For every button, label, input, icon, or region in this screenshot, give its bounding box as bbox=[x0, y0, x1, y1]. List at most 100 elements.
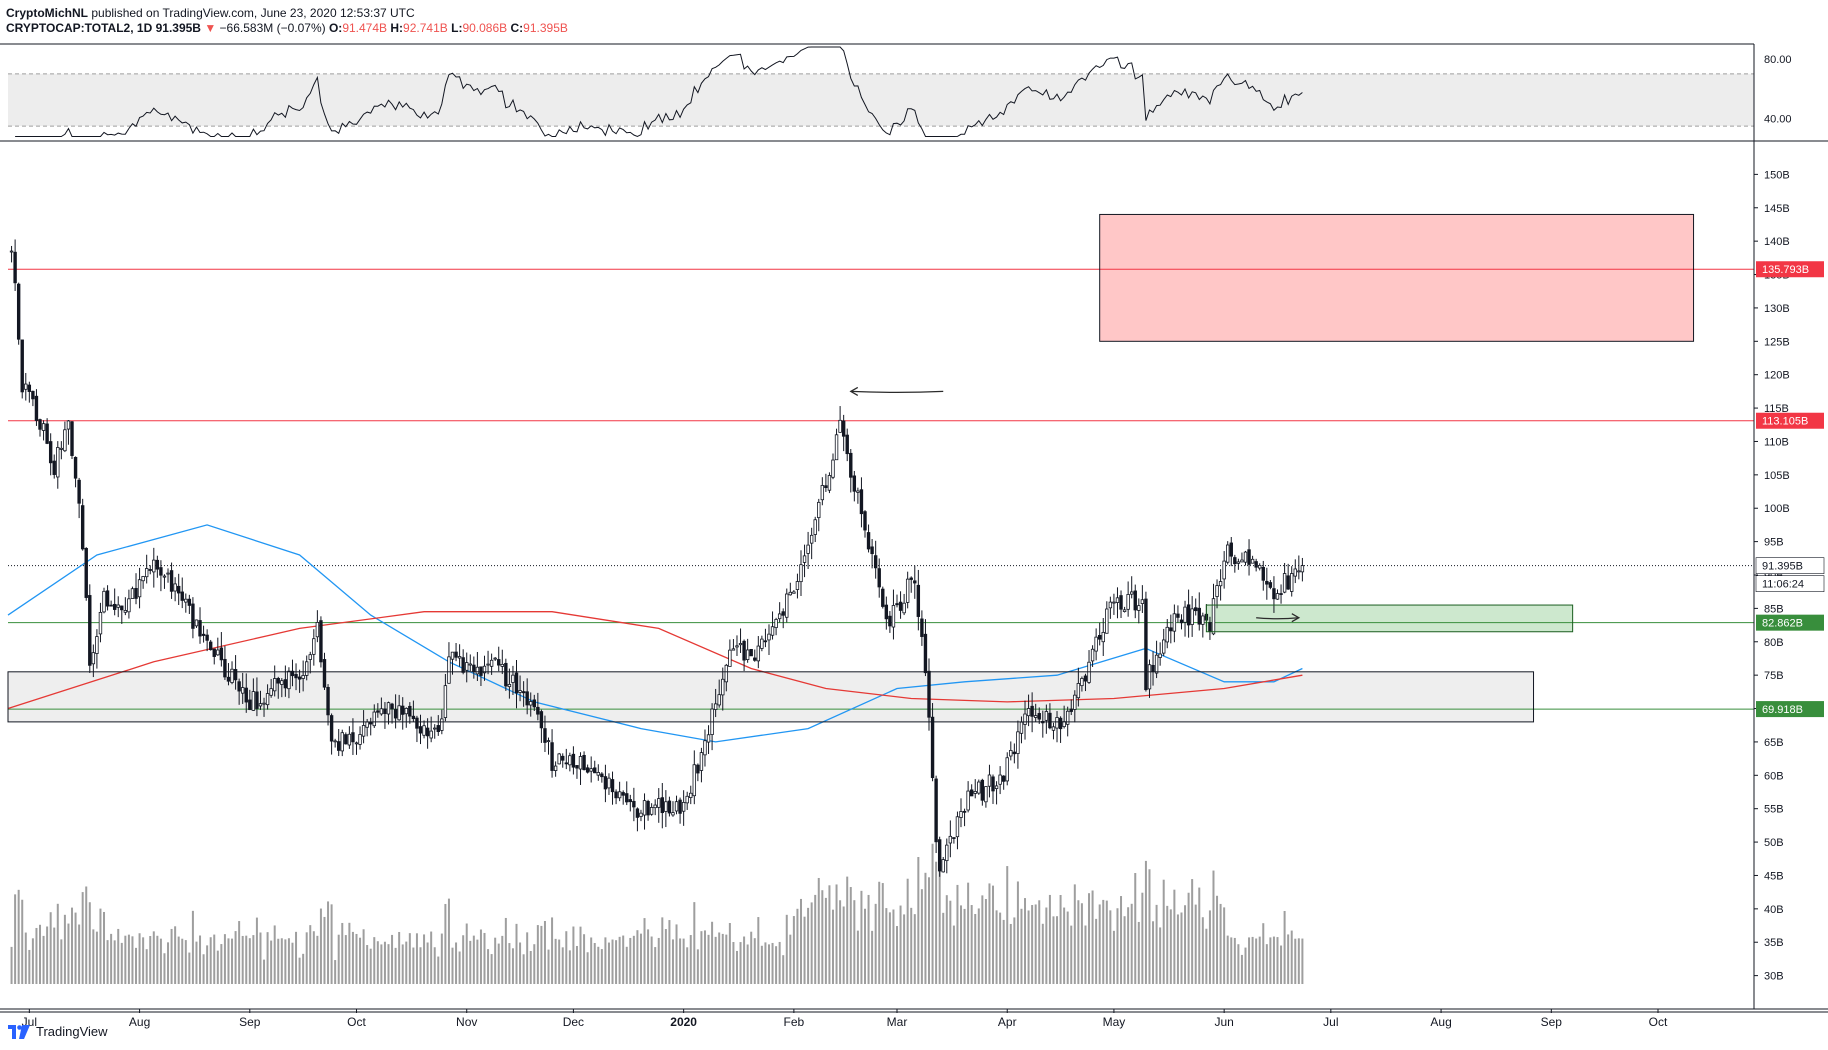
y-tick-label: 145B bbox=[1764, 203, 1790, 215]
candle-up bbox=[379, 708, 384, 715]
candle-down bbox=[852, 475, 857, 492]
candle-down bbox=[1001, 775, 1006, 782]
last-price-label: 91.395B bbox=[1762, 561, 1803, 573]
candle-down bbox=[337, 741, 341, 751]
candle-down bbox=[539, 711, 544, 729]
volume-bar bbox=[629, 937, 632, 984]
candle-up bbox=[1250, 558, 1255, 564]
volume-bar bbox=[1056, 916, 1059, 984]
countdown-label: 11:06:24 bbox=[1762, 579, 1804, 591]
volume-bar bbox=[1148, 869, 1151, 984]
volume-bar bbox=[543, 920, 546, 984]
volume-bar bbox=[668, 920, 671, 984]
volume-bar bbox=[174, 926, 177, 984]
volume-bar bbox=[1105, 900, 1108, 984]
candle-up bbox=[955, 816, 960, 838]
volume-bar bbox=[1130, 903, 1133, 984]
volume-bar bbox=[753, 938, 756, 984]
volume-bar bbox=[17, 889, 20, 984]
volume-bar bbox=[188, 952, 191, 984]
volume-bar bbox=[778, 941, 781, 984]
candle-down bbox=[329, 715, 334, 742]
candle-up bbox=[1211, 598, 1216, 635]
resistance-level-label: 113.105B bbox=[1762, 416, 1808, 428]
candle-down bbox=[1247, 549, 1251, 565]
volume-bar bbox=[604, 937, 607, 984]
volume-bar bbox=[184, 940, 187, 984]
volume-bar bbox=[309, 925, 312, 984]
candle-up bbox=[475, 666, 480, 675]
symbol-label[interactable]: CRYPTOCAP:TOTAL2, 1D bbox=[6, 21, 153, 35]
volume-bar bbox=[53, 927, 56, 984]
candle-down bbox=[88, 595, 92, 666]
candle-down bbox=[369, 721, 373, 725]
volume-bar bbox=[501, 935, 504, 984]
candle-down bbox=[525, 691, 529, 706]
volume-bar bbox=[874, 903, 877, 984]
volume-bar bbox=[1031, 905, 1034, 984]
volume-bar bbox=[540, 925, 543, 984]
candle-up bbox=[838, 419, 842, 433]
volume-bar bbox=[1237, 944, 1240, 984]
candle-up bbox=[1009, 749, 1013, 757]
candle-down bbox=[909, 577, 913, 580]
candle-up bbox=[806, 544, 810, 554]
volume-bar bbox=[949, 900, 952, 984]
volume-bar bbox=[373, 937, 376, 984]
candle-down bbox=[322, 659, 327, 688]
volume-bar bbox=[56, 903, 59, 984]
volume-bar bbox=[739, 942, 742, 984]
volume-bar bbox=[650, 936, 653, 984]
volume-bar bbox=[117, 928, 120, 984]
candle-down bbox=[187, 598, 192, 606]
candle-down bbox=[1030, 705, 1034, 717]
candle-up bbox=[1183, 606, 1187, 623]
volume-bar bbox=[938, 871, 941, 984]
candle-up bbox=[945, 844, 949, 862]
candle-up bbox=[1101, 631, 1105, 643]
volume-bar bbox=[1013, 917, 1016, 984]
volume-bar bbox=[327, 901, 330, 984]
tradingview-logo-icon[interactable] bbox=[8, 1024, 30, 1039]
volume-bar bbox=[878, 881, 881, 984]
candle-down bbox=[870, 546, 874, 555]
y-tick-label: 105B bbox=[1764, 470, 1790, 482]
candle-down bbox=[45, 423, 49, 444]
candle-up bbox=[671, 812, 675, 816]
volume-bar bbox=[536, 925, 539, 984]
published-text: published on TradingView.com, June 23, 2… bbox=[91, 6, 415, 20]
candle-up bbox=[649, 807, 654, 815]
resistance-zone[interactable] bbox=[1099, 214, 1694, 342]
author-name[interactable]: CryptoMichNL bbox=[6, 6, 88, 20]
candle-up bbox=[273, 678, 277, 692]
candle-down bbox=[610, 779, 615, 793]
candle-down bbox=[226, 676, 231, 682]
volume-bar bbox=[394, 947, 397, 984]
footer-brand[interactable]: TradingView bbox=[36, 1024, 108, 1039]
volume-bar bbox=[508, 943, 511, 984]
support-level-label: 82.862B bbox=[1762, 618, 1803, 630]
candle-down bbox=[208, 641, 213, 651]
volume-bar bbox=[977, 908, 980, 984]
volume-bar bbox=[419, 947, 422, 984]
candle-up bbox=[486, 663, 490, 666]
rsi-line bbox=[15, 46, 1303, 138]
volume-bar bbox=[195, 941, 198, 984]
candle-up bbox=[507, 683, 512, 688]
range-zone[interactable] bbox=[8, 671, 1534, 722]
volume-bar bbox=[1230, 937, 1233, 984]
candle-up bbox=[966, 790, 970, 811]
candle-up bbox=[1258, 565, 1262, 569]
volume-bar bbox=[565, 931, 568, 984]
candle-down bbox=[781, 611, 785, 616]
volume-bar bbox=[131, 936, 134, 984]
volume-bar bbox=[270, 940, 273, 984]
volume-bar bbox=[1226, 935, 1229, 984]
candle-down bbox=[109, 604, 113, 607]
candle-up bbox=[617, 791, 622, 799]
volume-bar bbox=[156, 935, 159, 984]
candle-up bbox=[973, 791, 977, 794]
volume-bar bbox=[1184, 905, 1187, 984]
candle-up bbox=[1243, 551, 1248, 563]
